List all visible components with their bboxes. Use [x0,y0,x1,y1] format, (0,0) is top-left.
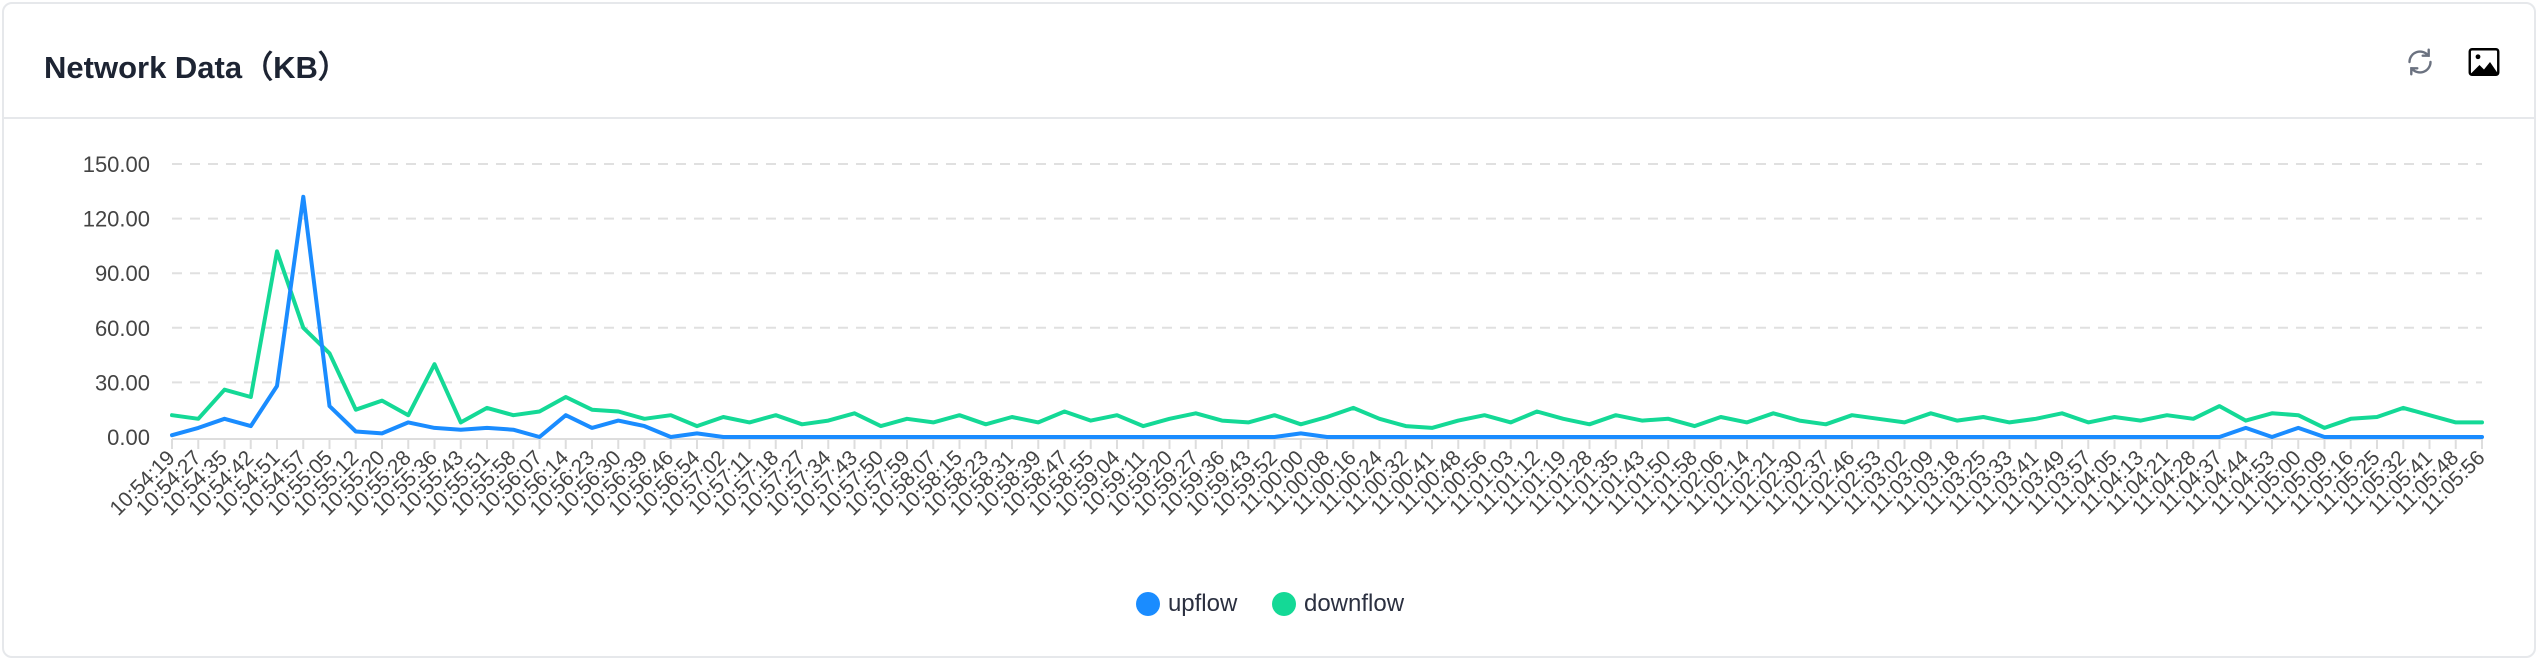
legend-item-downflow[interactable]: downflow [1271,590,1405,618]
legend-label-downflow: downflow [1303,590,1405,617]
series-line-downflow [170,249,2484,430]
downflow-legend-dot [1271,592,1296,616]
card-header: Network Data（KB） [4,4,2534,119]
y-tick-label: 30.00 [95,370,150,395]
legend-label-upflow: upflow [1167,590,1238,617]
chart-legend: upflow downflow [0,590,2540,623]
chart-title: Network Data（KB） [44,50,349,85]
series-line-upflow [170,194,2484,439]
y-tick-label: 150.00 [83,152,150,177]
upflow-legend-dot [1135,592,1160,616]
save-image-icon[interactable] [2466,44,2502,80]
y-tick-label: 120.00 [83,207,150,232]
y-tick-label: 60.00 [95,316,150,341]
refresh-icon[interactable] [2402,44,2438,80]
legend-item-upflow[interactable]: upflow [1135,590,1238,618]
y-tick-label: 90.00 [95,261,150,286]
y-tick-label: 0.00 [107,425,150,450]
